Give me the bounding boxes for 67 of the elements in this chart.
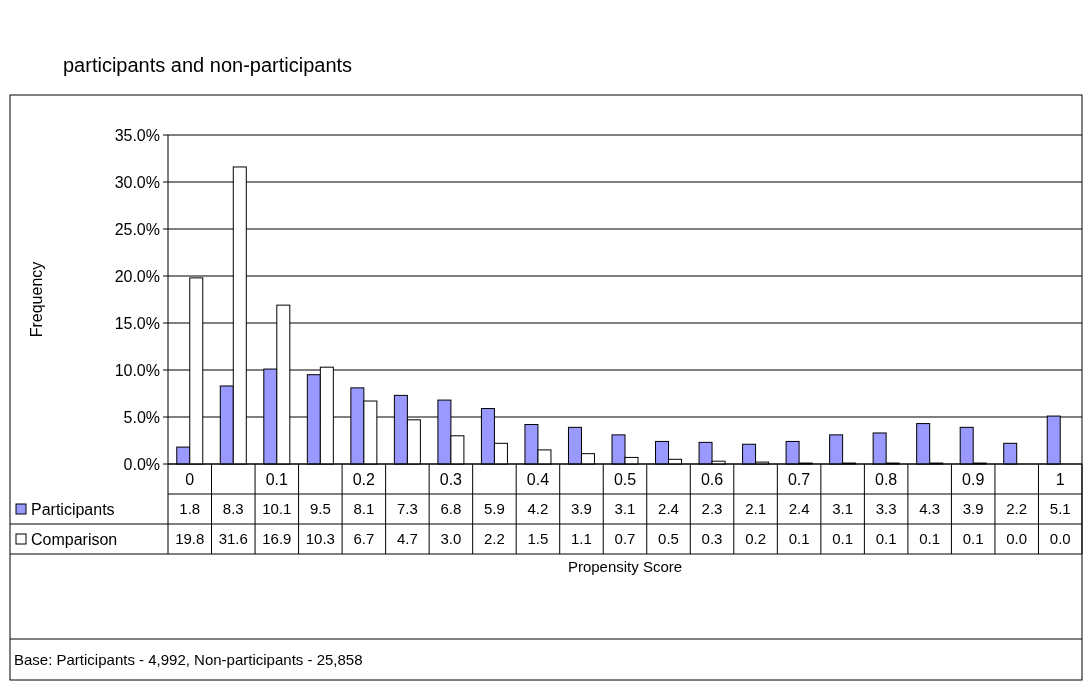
data-label: 0.7	[614, 530, 636, 548]
data-label: 8.1	[353, 500, 375, 518]
data-label: 0.1	[962, 530, 984, 548]
data-label: 2.4	[658, 500, 679, 518]
data-label: 0.1	[919, 530, 941, 548]
data-label: 7.3	[396, 500, 418, 518]
x-tick-label: 1	[1055, 470, 1065, 488]
data-label: 16.9	[262, 530, 292, 548]
data-label: 1.5	[527, 530, 549, 548]
text: Base: Participants - 4,992, Non-participants - 25,858	[14, 651, 363, 669]
data-label: 10.3	[305, 530, 335, 548]
data-label: 5.1	[1049, 500, 1071, 518]
data-label: 2.4	[788, 500, 810, 518]
y-tick-label: 20.0%	[114, 267, 160, 285]
data-label: 0.0	[1049, 530, 1071, 548]
x-tick-label: 0.1	[265, 470, 289, 488]
legend-label: Comparison	[31, 530, 118, 548]
data-label: 0.5	[658, 530, 679, 548]
data-label: 0.3	[701, 530, 723, 548]
data-label: 2.2	[1006, 500, 1028, 518]
data-label: 4.3	[919, 500, 941, 518]
data-label: 2.1	[745, 500, 766, 518]
x-tick-label: 0.5	[613, 470, 637, 488]
x-tick-label: 0.9	[962, 470, 985, 488]
data-label: 1.1	[571, 530, 592, 548]
data-label: 0.1	[875, 530, 897, 548]
y-tick-label: 10.0%	[114, 361, 160, 379]
y-tick-label: 5.0%	[123, 408, 160, 426]
chart-title: participants and non-participants	[63, 54, 353, 76]
y-axis-title: Frequency	[28, 261, 45, 338]
data-label: 8.3	[222, 500, 244, 518]
data-label: 3.1	[832, 500, 854, 518]
x-tick-label: 0.3	[439, 470, 463, 488]
data-label: 2.3	[701, 500, 723, 518]
x-tick-label: 0	[185, 470, 195, 488]
data-label: 0.2	[745, 530, 766, 548]
data-label: 10.1	[262, 500, 292, 518]
data-label: 6.7	[353, 530, 375, 548]
data-label: 9.5	[309, 500, 331, 518]
y-tick-label: 15.0%	[114, 314, 160, 332]
data-label: 5.9	[484, 500, 505, 518]
x-tick-label: 0.4	[526, 470, 550, 488]
x-tick-label: 0.7	[787, 470, 811, 488]
data-label: 4.7	[396, 530, 418, 548]
data-label: 3.0	[440, 530, 462, 548]
data-label: 3.9	[571, 500, 592, 518]
data-label: 4.2	[527, 500, 549, 518]
data-label: 1.8	[179, 500, 201, 518]
y-tick-label: 25.0%	[114, 220, 160, 238]
x-tick-label: 0.6	[700, 470, 724, 488]
x-axis-title: Propensity Score	[567, 558, 683, 575]
data-label: 3.3	[875, 500, 897, 518]
x-tick-label: 0.8	[875, 470, 898, 488]
y-tick-label: 35.0%	[114, 126, 160, 144]
y-tick-label: 0.0%	[123, 455, 160, 473]
data-label: 3.1	[614, 500, 636, 518]
data-label: 3.9	[962, 500, 984, 518]
data-label: 0.1	[832, 530, 854, 548]
data-label: 0.0	[1006, 530, 1028, 548]
legend-label: Participants	[31, 500, 115, 518]
y-tick-label: 30.0%	[114, 173, 160, 191]
data-label: 6.8	[440, 500, 462, 518]
data-label: 2.2	[484, 530, 505, 548]
data-label: 0.1	[788, 530, 810, 548]
data-label: 19.8	[175, 530, 205, 548]
data-label: 31.6	[218, 530, 248, 548]
x-tick-label: 0.2	[352, 470, 376, 488]
